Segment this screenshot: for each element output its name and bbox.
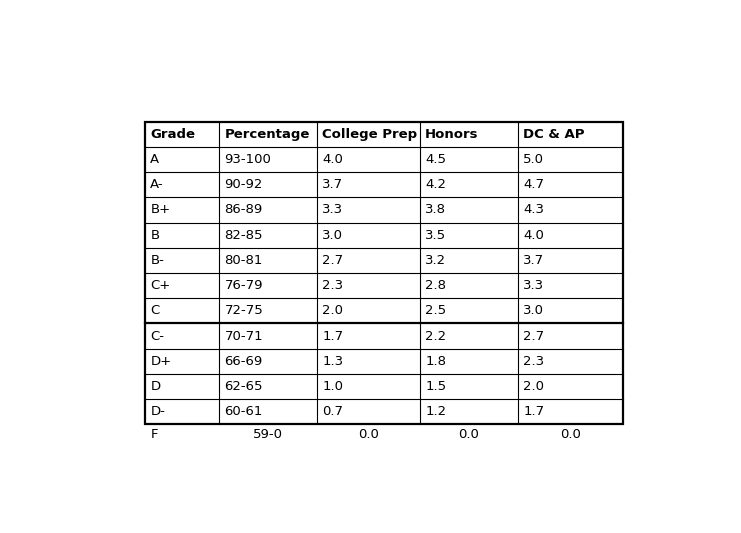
Text: 4.0: 4.0 [523, 229, 544, 241]
Text: 72-75: 72-75 [225, 304, 263, 317]
Text: 4.5: 4.5 [425, 153, 446, 166]
Text: 62-65: 62-65 [225, 380, 263, 393]
Text: Grade: Grade [150, 128, 196, 141]
Text: C: C [150, 304, 159, 317]
Text: 4.3: 4.3 [523, 204, 545, 216]
Text: 2.3: 2.3 [322, 279, 344, 292]
Text: 60-61: 60-61 [225, 405, 263, 418]
Text: B: B [150, 229, 159, 241]
Text: 0.7: 0.7 [322, 405, 343, 418]
Text: 0.0: 0.0 [559, 428, 580, 441]
Text: B-: B- [150, 254, 165, 267]
Text: 2.2: 2.2 [425, 329, 446, 343]
Text: Percentage: Percentage [225, 128, 310, 141]
Text: 2.0: 2.0 [523, 380, 545, 393]
Text: 5.0: 5.0 [523, 153, 545, 166]
Text: College Prep: College Prep [322, 128, 418, 141]
Text: 3.0: 3.0 [523, 304, 545, 317]
Text: 3.7: 3.7 [523, 254, 545, 267]
Text: 66-69: 66-69 [225, 355, 262, 368]
Text: 1.7: 1.7 [523, 405, 545, 418]
Text: 3.8: 3.8 [425, 204, 446, 216]
Text: Honors: Honors [425, 128, 479, 141]
Text: 4.7: 4.7 [523, 178, 545, 191]
Text: D-: D- [150, 405, 165, 418]
Text: 3.2: 3.2 [425, 254, 446, 267]
Text: 76-79: 76-79 [225, 279, 263, 292]
Text: 0.0: 0.0 [458, 428, 479, 441]
Text: 2.8: 2.8 [425, 279, 446, 292]
Text: D: D [150, 380, 160, 393]
Text: 93-100: 93-100 [225, 153, 271, 166]
Text: 1.0: 1.0 [322, 380, 343, 393]
Text: 70-71: 70-71 [225, 329, 263, 343]
Text: 2.7: 2.7 [523, 329, 545, 343]
Text: A-: A- [150, 178, 164, 191]
Text: 2.3: 2.3 [523, 355, 545, 368]
Text: A: A [150, 153, 159, 166]
Text: 0.0: 0.0 [358, 428, 379, 441]
Text: 86-89: 86-89 [225, 204, 262, 216]
Text: 1.5: 1.5 [425, 380, 446, 393]
Text: 59-0: 59-0 [253, 428, 282, 441]
Text: 3.3: 3.3 [523, 279, 545, 292]
Text: D+: D+ [150, 355, 171, 368]
Text: 90-92: 90-92 [225, 178, 263, 191]
Text: 3.7: 3.7 [322, 178, 344, 191]
Text: 3.0: 3.0 [322, 229, 343, 241]
Text: 1.3: 1.3 [322, 355, 344, 368]
Text: 80-81: 80-81 [225, 254, 263, 267]
Text: 4.2: 4.2 [425, 178, 446, 191]
Text: 3.5: 3.5 [425, 229, 446, 241]
Text: F: F [150, 428, 158, 441]
Text: C+: C+ [150, 279, 170, 292]
Text: 1.7: 1.7 [322, 329, 344, 343]
Text: 3.3: 3.3 [322, 204, 344, 216]
Text: 4.0: 4.0 [322, 153, 343, 166]
Text: 2.5: 2.5 [425, 304, 446, 317]
Text: 1.2: 1.2 [425, 405, 446, 418]
Text: B+: B+ [150, 204, 170, 216]
Text: 82-85: 82-85 [225, 229, 263, 241]
Text: 2.7: 2.7 [322, 254, 344, 267]
Text: C-: C- [150, 329, 165, 343]
Text: 1.8: 1.8 [425, 355, 446, 368]
Text: DC & AP: DC & AP [523, 128, 585, 141]
Text: 2.0: 2.0 [322, 304, 343, 317]
